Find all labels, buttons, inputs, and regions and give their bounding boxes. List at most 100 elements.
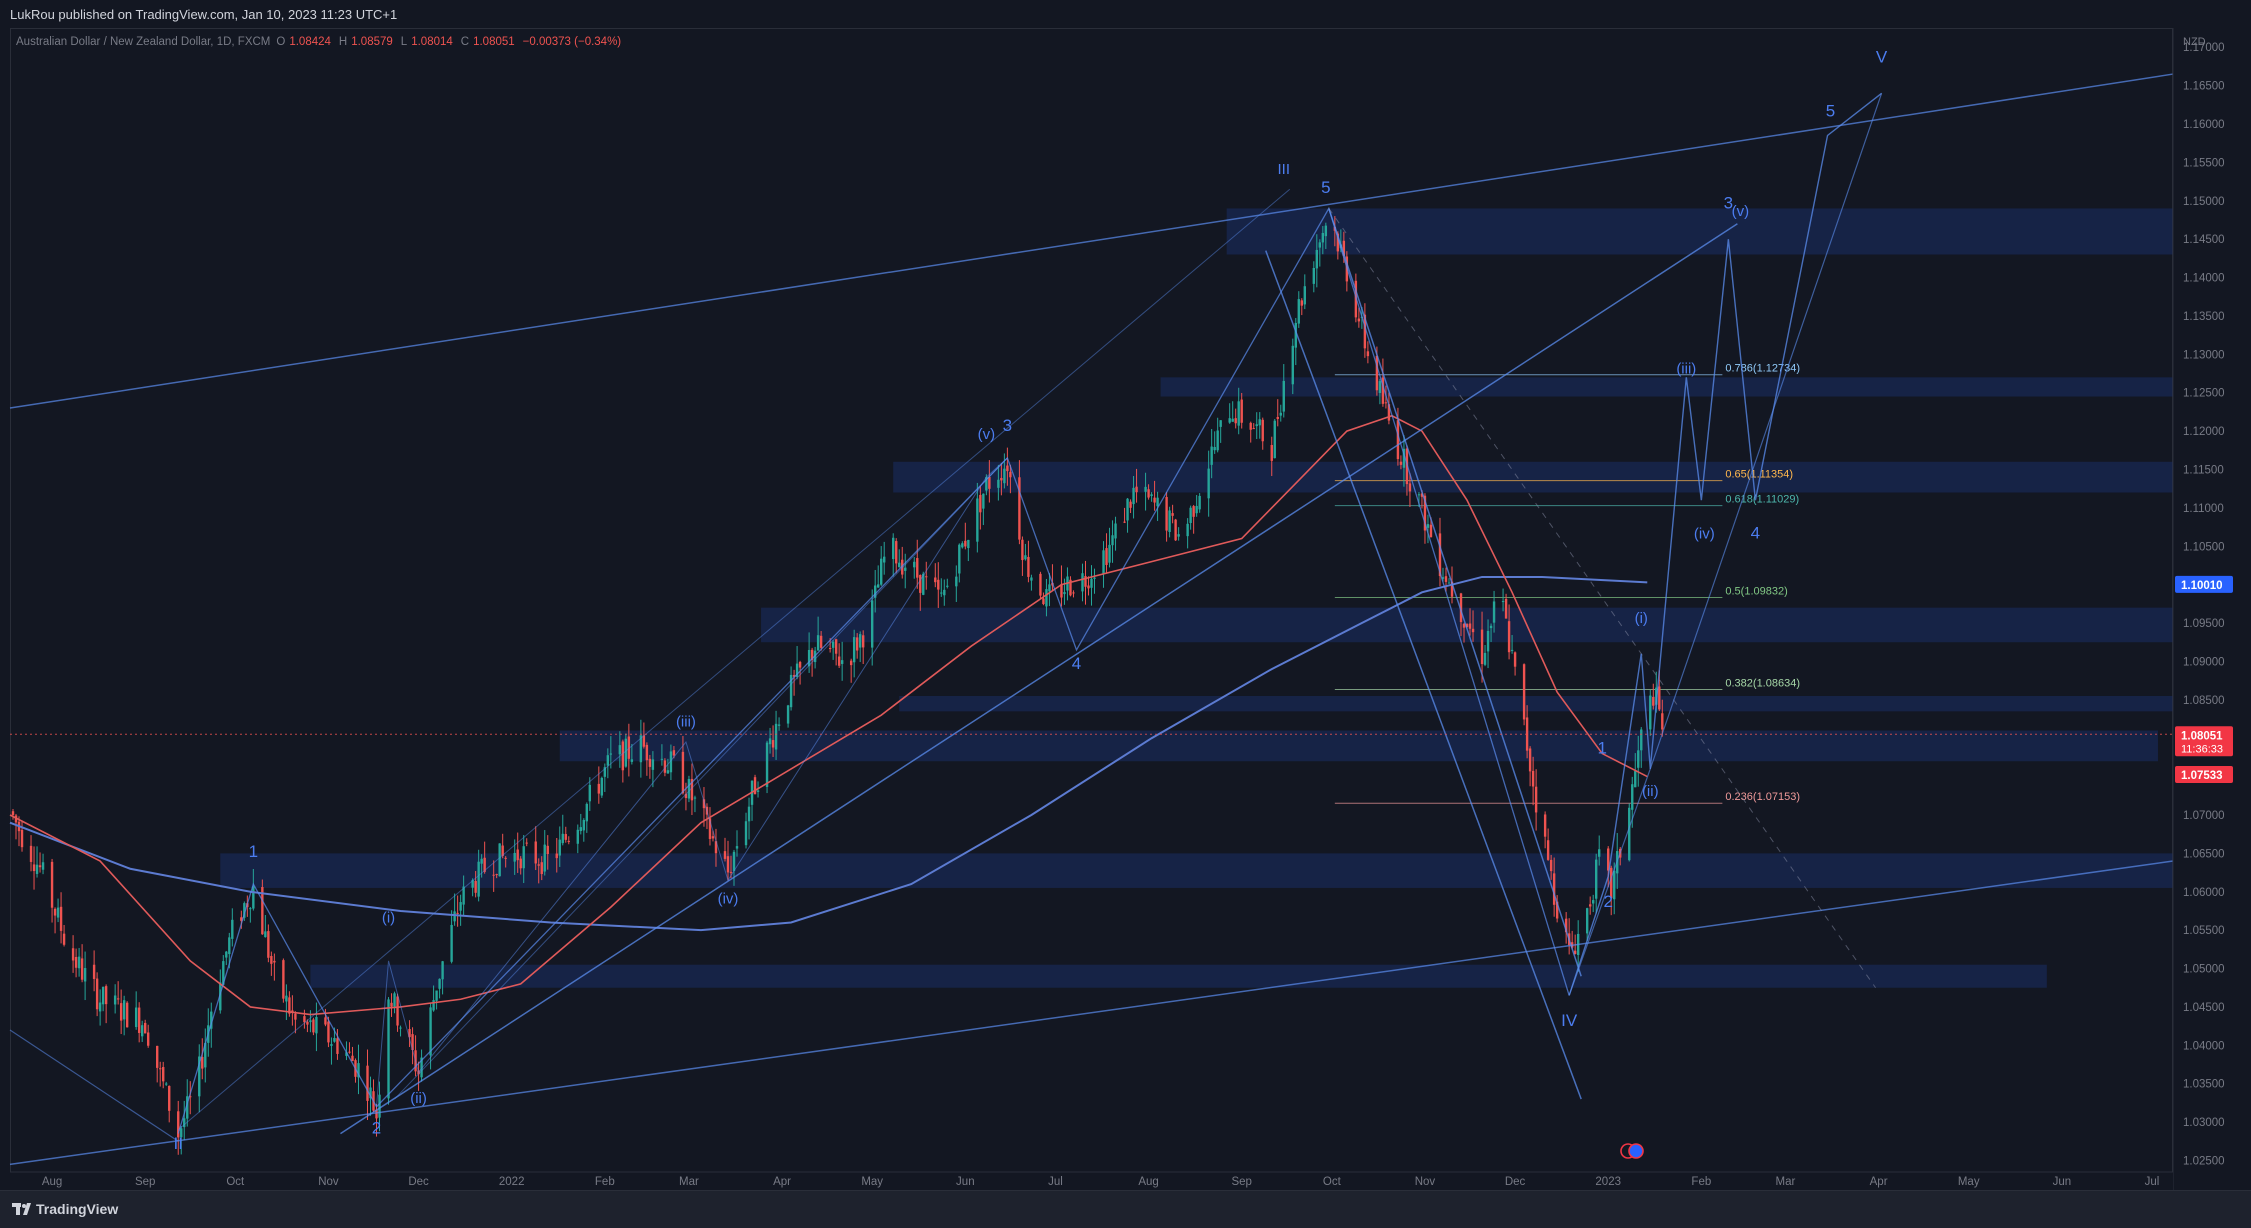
price-zone — [559, 730, 2158, 762]
candle-body — [474, 880, 477, 893]
wave-label: (iii) — [676, 714, 696, 731]
wave-line — [9, 1029, 179, 1142]
candle-body — [156, 1045, 159, 1068]
candle-body — [798, 661, 802, 668]
candle-body — [937, 579, 940, 590]
candle-body — [1315, 249, 1319, 269]
candle-body — [201, 1056, 204, 1069]
candle-body — [1336, 233, 1340, 252]
candle-body — [898, 562, 901, 568]
price-tag[interactable] — [2175, 575, 2233, 593]
candle-body — [219, 982, 222, 1011]
candle-body — [1255, 424, 1258, 427]
time-tick: Oct — [1323, 1176, 1342, 1188]
candle-body — [225, 951, 228, 958]
candle-body — [1132, 487, 1135, 505]
candle-body — [1628, 807, 1631, 861]
candle-body — [177, 1111, 180, 1138]
candle-body — [1489, 625, 1493, 629]
candle-body — [925, 576, 928, 578]
candle-body — [324, 1017, 327, 1025]
ohlc-legend[interactable]: Australian Dollar / New Zealand Dollar, … — [16, 36, 621, 48]
price-tick: 1.06500 — [2183, 848, 2225, 860]
candle-body — [1303, 286, 1306, 305]
candle-body — [1252, 428, 1255, 430]
candle-body — [919, 574, 922, 593]
candle-body — [330, 1044, 333, 1046]
wave-label: 1 — [1597, 739, 1606, 758]
candle-body — [597, 783, 601, 794]
candle-body — [828, 648, 832, 650]
candle-body — [1381, 377, 1385, 404]
candle-body — [1189, 507, 1192, 523]
candle-body — [1598, 849, 1601, 857]
candle-body — [1318, 242, 1322, 248]
candle-body — [756, 790, 760, 792]
tradingview-logo-icon[interactable] — [12, 1201, 32, 1217]
candle-body — [101, 986, 105, 1005]
wave-label: (ii) — [410, 1090, 427, 1107]
candle-body — [1045, 589, 1048, 607]
candle-body — [819, 635, 823, 648]
wave-projection — [1568, 93, 1883, 996]
candle-body — [1357, 318, 1361, 322]
candle-body — [1444, 576, 1448, 582]
price-tick: 1.09500 — [2183, 618, 2225, 630]
candle-body — [29, 845, 33, 862]
candle-body — [1426, 524, 1430, 528]
time-tick: Nov — [1415, 1176, 1436, 1188]
candle-body — [411, 1034, 414, 1051]
candle-body — [1555, 901, 1559, 919]
price-tag[interactable] — [2175, 766, 2233, 784]
price-tick: 1.09000 — [2183, 656, 2225, 668]
chart-area[interactable] — [10, 28, 2173, 1190]
time-tick: 2022 — [499, 1176, 525, 1188]
candle-body — [1273, 420, 1276, 459]
price-chart[interactable]: 0.786(1.12734)0.65(1.11354)0.618(1.11029… — [0, 0, 2251, 1190]
candle-body — [1459, 593, 1463, 623]
wave-label: 5 — [1321, 178, 1330, 197]
candle-body — [1042, 598, 1045, 605]
candle-body — [143, 1022, 147, 1034]
candle-body — [1039, 573, 1042, 596]
footer-brand[interactable]: TradingView — [36, 1201, 119, 1217]
candle-body — [534, 841, 537, 864]
candle-body — [53, 908, 57, 916]
candle-body — [35, 864, 39, 874]
candle-body — [186, 1096, 189, 1119]
candle-body — [1471, 628, 1475, 633]
wave-projection — [1568, 92, 1883, 996]
candle-body — [480, 858, 483, 864]
candle-body — [1081, 573, 1084, 592]
time-ticks: Aug Sep Oct Nov Dec 2022 Feb Mar Apr May Jun Jul Aug… — [42, 1176, 2159, 1188]
candle-body — [792, 675, 796, 677]
candle-body — [582, 820, 585, 831]
candle-body — [1507, 621, 1511, 653]
candles — [11, 216, 1664, 1155]
candle-body — [1429, 524, 1433, 538]
candle-body — [1363, 314, 1367, 349]
candle-body — [1114, 523, 1117, 539]
candle-body — [32, 864, 36, 872]
candle-body — [483, 857, 486, 872]
event-flag-icon[interactable] — [1628, 1143, 1644, 1159]
time-tick: Jun — [2053, 1176, 2072, 1188]
candle-body — [456, 912, 459, 914]
candle-body — [663, 760, 667, 773]
legend-l-value: 1.08014 — [411, 36, 453, 48]
candle-body — [877, 584, 880, 588]
candle-body — [849, 660, 853, 666]
events-icon[interactable] — [1620, 1143, 1644, 1159]
candle-body — [1640, 729, 1643, 751]
candle-body — [1165, 496, 1168, 531]
price-tick: 1.03500 — [2183, 1079, 2225, 1091]
price-tag-countdown: 11:36:33 — [2181, 743, 2223, 755]
candle-body — [1525, 717, 1529, 751]
candle-body — [1549, 859, 1553, 872]
price-tag[interactable] — [2175, 726, 2233, 757]
wave-label: (v) — [1732, 203, 1750, 220]
candle-body — [588, 784, 592, 802]
candle-body — [1123, 521, 1126, 523]
candle-body — [462, 886, 465, 905]
